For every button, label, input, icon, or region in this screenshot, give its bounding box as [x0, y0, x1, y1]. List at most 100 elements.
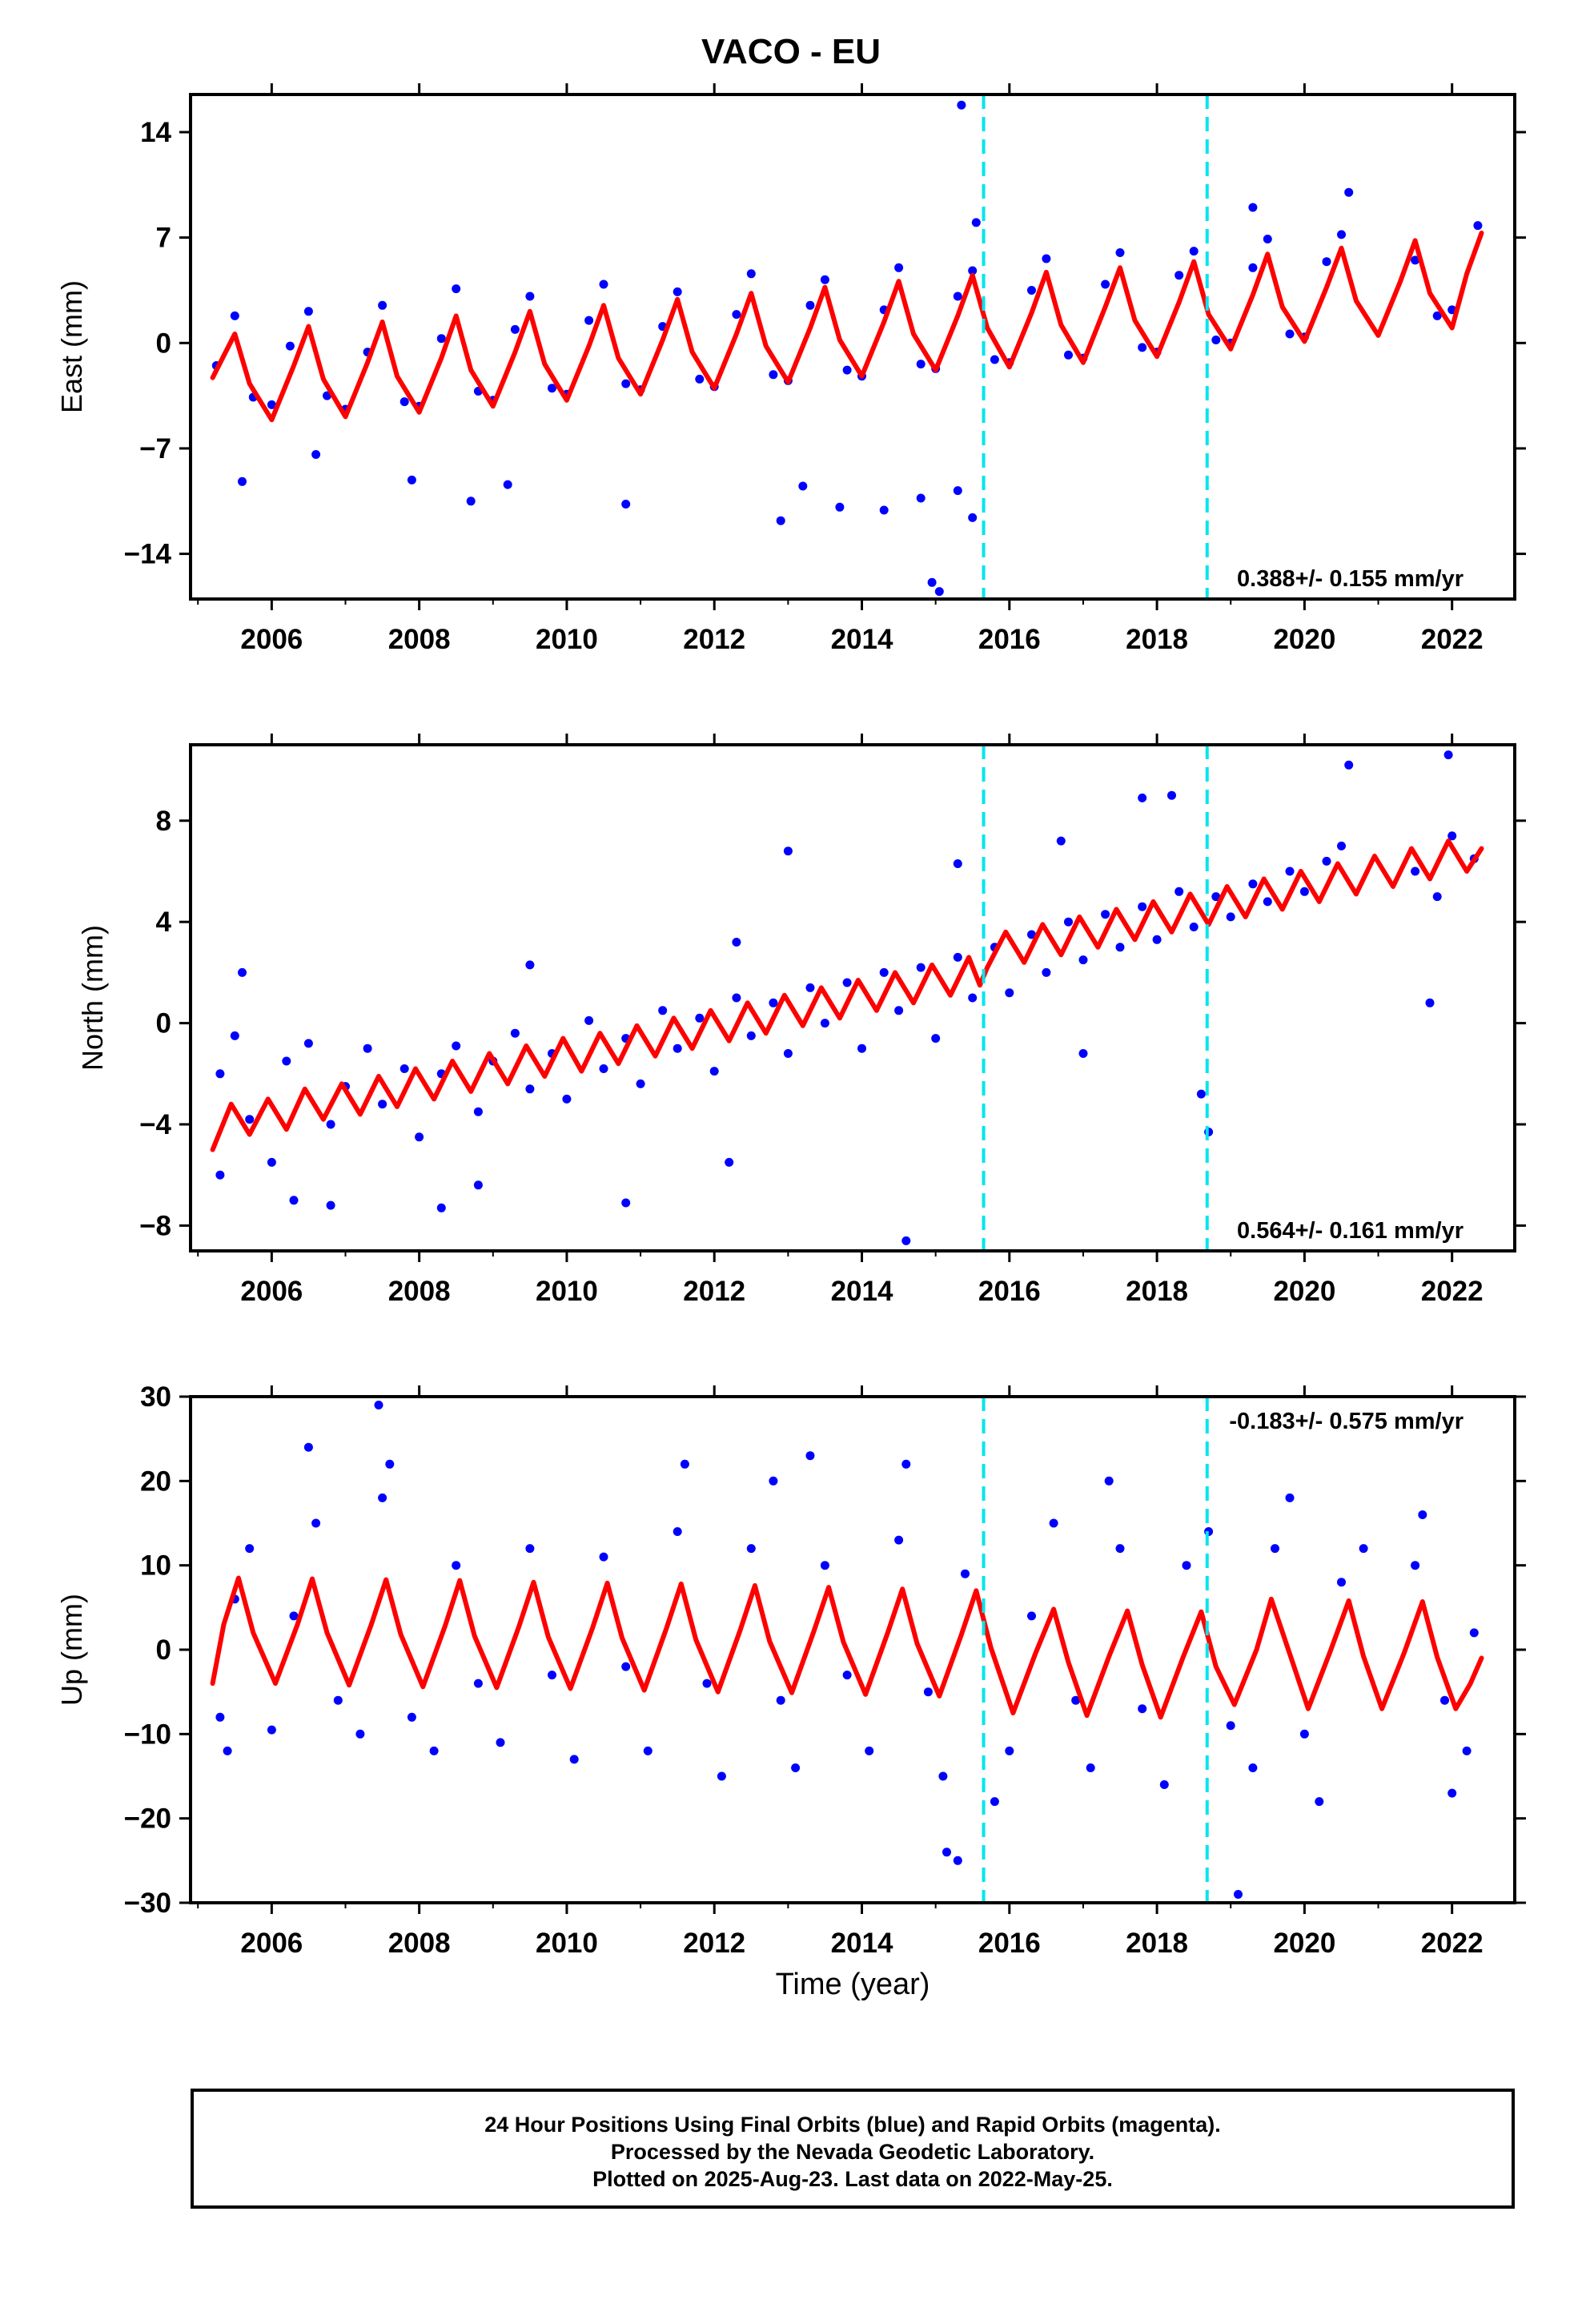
east-data-point [769, 370, 778, 380]
up-data-point [1104, 1476, 1114, 1486]
north-data-point [1027, 930, 1036, 939]
east-data-point [971, 218, 981, 227]
east-axes-frame [189, 93, 1516, 601]
up-data-point [215, 1712, 225, 1722]
north-data-point [599, 1064, 608, 1073]
up-data-point [569, 1755, 579, 1764]
time-series-plots: 2006 2008 2010 2012 2014 2016 2018 2020 2022−14−… [55, 83, 1526, 2001]
east-rate-label: 0.388+/- 0.155 mm/yr [1237, 566, 1464, 592]
north-data-point [562, 1094, 572, 1104]
up-data-point [1462, 1746, 1472, 1755]
north-x-tick-label: 2018 [1126, 1276, 1188, 1307]
up-data-point [333, 1695, 343, 1705]
chart-title: VACO - EU [701, 32, 881, 71]
east-data-point [378, 300, 387, 310]
north-data-point [805, 983, 815, 992]
north-data-point [1078, 955, 1088, 965]
east-data-point [1027, 286, 1036, 295]
north-x-tick-label: 2010 [536, 1276, 598, 1307]
north-data-point [1211, 892, 1221, 902]
east-x-tick-label: 2020 [1273, 624, 1335, 655]
east-data-point [934, 587, 944, 597]
north-data-point [245, 1115, 255, 1124]
east-y-axis-label: East (mm) [55, 280, 88, 413]
up-data-point [1359, 1544, 1368, 1554]
east-data-point [436, 334, 446, 344]
up-data-point [311, 1518, 321, 1528]
east-data-point [452, 284, 461, 294]
east-x-tick-label: 2016 [978, 624, 1041, 655]
east-data-point [1344, 187, 1354, 197]
east-data-point [285, 341, 295, 351]
up-data-point [1005, 1746, 1014, 1755]
up-x-axis-label: Time (year) [776, 1968, 930, 2001]
north-data-point [1344, 760, 1354, 770]
north-data-point [953, 859, 962, 868]
north-data-point [916, 963, 926, 972]
north-data-point [709, 1067, 719, 1076]
up-data-point [923, 1687, 933, 1697]
north-data-point [732, 993, 741, 1003]
north-data-point [525, 960, 535, 970]
north-data-point [378, 1100, 387, 1109]
up-data-point [1469, 1628, 1479, 1638]
north-data-point [894, 1006, 904, 1015]
north-data-point [326, 1120, 335, 1129]
east-data-point [1248, 203, 1258, 212]
north-axes-frame [189, 743, 1516, 1252]
north-data-point [415, 1132, 424, 1142]
up-y-tick-label: −20 [124, 1803, 171, 1835]
up-data-point [1271, 1544, 1279, 1554]
east-data-point [267, 400, 276, 409]
north-data-point [1285, 866, 1295, 876]
east-data-point [1322, 257, 1331, 267]
up-y-tick-label: −10 [124, 1719, 171, 1750]
up-y-tick-label: 10 [140, 1550, 171, 1582]
east-data-point [798, 481, 808, 491]
north-data-point [238, 967, 247, 977]
north-data-point [725, 1157, 734, 1167]
up-x-tick-label: 2016 [978, 1928, 1041, 1959]
north-data-point [1174, 887, 1184, 896]
up-data-point [1447, 1788, 1457, 1798]
east-data-point [835, 502, 845, 512]
north-data-point [400, 1064, 409, 1073]
up-data-point [717, 1771, 726, 1781]
north-data-point [1056, 836, 1066, 846]
up-data-point [496, 1738, 505, 1747]
north-data-point [230, 1031, 239, 1040]
east-data-point [510, 324, 520, 334]
north-data-point [510, 1028, 520, 1038]
north-data-point [303, 1039, 313, 1048]
north-y-tick-label: 4 [156, 907, 172, 938]
north-data-point [1167, 790, 1176, 800]
up-data-point [407, 1712, 416, 1722]
up-data-point [525, 1544, 535, 1554]
north-data-point [1411, 866, 1420, 876]
up-data-point [643, 1746, 652, 1755]
up-data-point [1027, 1611, 1036, 1621]
east-y-tick-label: 7 [156, 223, 171, 254]
up-x-tick-label: 2012 [683, 1928, 745, 1959]
east-data-point [1432, 311, 1442, 320]
east-data-point [525, 292, 535, 301]
north-data-point [953, 952, 962, 962]
north-x-tick-label: 2008 [388, 1276, 451, 1307]
north-data-point [732, 938, 741, 947]
north-data-point [1425, 998, 1435, 1007]
east-data-point [548, 384, 556, 393]
east-data-point [957, 100, 966, 110]
north-data-point [473, 1180, 483, 1190]
east-data-point [673, 287, 682, 296]
up-data-point [1418, 1510, 1427, 1519]
north-data-point [584, 1015, 594, 1025]
east-data-point [1411, 255, 1420, 265]
north-data-point [1042, 967, 1051, 977]
north-y-axis-label: North (mm) [76, 925, 109, 1071]
north-y-tick-label: −8 [139, 1210, 171, 1241]
up-y-axis-label: Up (mm) [55, 1594, 88, 1706]
east-plot-area [210, 100, 1484, 597]
north-data-point [1078, 1049, 1088, 1058]
east-panel: 2006 2008 2010 2012 2014 2016 2018 2020 2022 −14 −… [55, 83, 1526, 655]
up-data-point [385, 1459, 395, 1469]
